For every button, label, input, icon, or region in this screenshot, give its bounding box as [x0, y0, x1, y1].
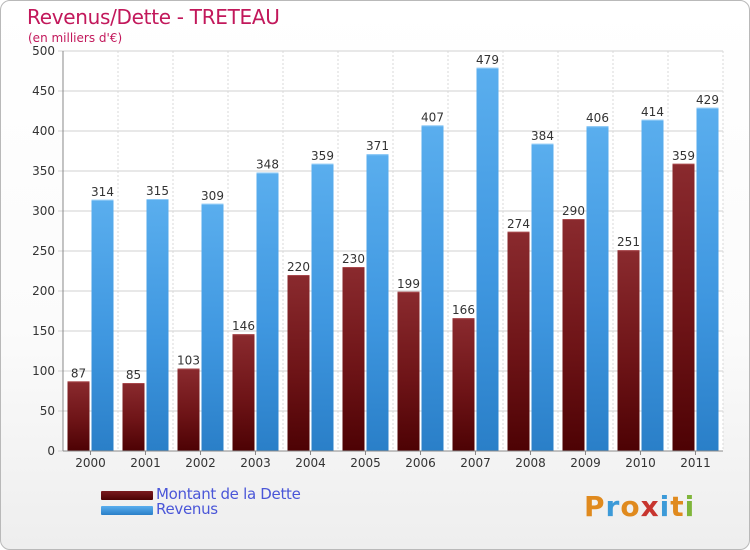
- revenue-bar-value-label: 315: [146, 184, 169, 198]
- revenue-bar-value-label: 371: [366, 139, 389, 153]
- revenue-bar-value-label: 359: [311, 149, 334, 163]
- logo-letter: r: [605, 490, 621, 523]
- revenue-bar-value-label: 407: [421, 110, 444, 124]
- revenue-bar: [366, 154, 389, 451]
- revenue-bar: [146, 199, 169, 451]
- x-tick-label: 2000: [75, 456, 106, 470]
- logo-letter: o: [620, 490, 641, 523]
- debt-bar: [507, 231, 530, 451]
- debt-bar: [287, 275, 310, 451]
- revenue-bar: [421, 125, 444, 452]
- y-tick-label: 200: [32, 284, 55, 298]
- debt-bar-value-label: 146: [232, 319, 255, 333]
- debt-bar-value-label: 359: [672, 149, 695, 163]
- debt-bar-value-label: 85: [126, 368, 141, 382]
- logo-letter: i: [684, 490, 696, 523]
- x-tick-label: 2005: [350, 456, 381, 470]
- debt-bar: [452, 318, 475, 451]
- y-tick-label: 500: [32, 44, 55, 58]
- debt-bar: [672, 163, 695, 452]
- y-tick-label: 350: [32, 164, 55, 178]
- revenue-bar: [311, 163, 334, 452]
- debt-bar: [177, 368, 200, 451]
- logo-letter: P: [584, 490, 606, 523]
- revenue-bar-value-label: 348: [256, 158, 279, 172]
- debt-bar-value-label: 166: [452, 303, 475, 317]
- debt-bar: [342, 267, 365, 451]
- legend-label-debt: Montant de la Dette: [156, 485, 301, 503]
- x-tick-label: 2008: [515, 456, 546, 470]
- chart-title: Revenus/Dette - TRETEAU: [27, 5, 280, 29]
- y-tick-label: 250: [32, 244, 55, 258]
- x-tick-label: 2006: [405, 456, 436, 470]
- revenue-bar-value-label: 479: [476, 53, 499, 67]
- y-tick-label: 100: [32, 364, 55, 378]
- legend-swatch-debt: [101, 491, 153, 500]
- debt-bar-value-label: 290: [562, 204, 585, 218]
- debt-bar: [67, 381, 90, 451]
- logo-letter: t: [670, 490, 685, 523]
- debt-bar-value-label: 220: [287, 260, 310, 274]
- x-tick-label: 2010: [625, 456, 656, 470]
- debt-bar: [397, 291, 420, 451]
- y-tick-label: 0: [47, 444, 55, 458]
- revenue-bar-value-label: 414: [641, 105, 664, 119]
- debt-bar: [562, 219, 585, 451]
- legend-label-revenue: Revenus: [156, 500, 218, 518]
- x-tick-label: 2004: [295, 456, 326, 470]
- revenue-bar-value-label: 384: [531, 129, 554, 143]
- y-tick-label: 450: [32, 84, 55, 98]
- revenue-bar: [531, 143, 554, 452]
- revenue-bar: [201, 203, 224, 451]
- debt-bar: [232, 334, 255, 451]
- revenue-bar-value-label: 429: [696, 93, 719, 107]
- proxiti-logo: Proxiti: [584, 490, 695, 523]
- debt-bar-value-label: 103: [177, 354, 200, 368]
- revenue-bar: [91, 199, 114, 451]
- logo-letter: x: [640, 490, 660, 523]
- debt-bar-value-label: 274: [507, 217, 530, 231]
- chart-subtitle: (en milliers d'€): [28, 31, 123, 45]
- debt-bar: [617, 250, 640, 451]
- debt-bar-value-label: 199: [397, 277, 420, 291]
- debt-bar-value-label: 87: [71, 366, 86, 380]
- y-tick-label: 400: [32, 124, 55, 138]
- revenue-bar: [641, 119, 664, 452]
- y-tick-label: 150: [32, 324, 55, 338]
- revenue-bar: [586, 126, 609, 451]
- y-tick-label: 50: [40, 404, 55, 418]
- revenue-bar-value-label: 309: [201, 189, 224, 203]
- revenue-bar: [256, 172, 279, 451]
- revenue-bar-value-label: 314: [91, 185, 114, 199]
- revenue-bar: [696, 107, 719, 452]
- y-tick-label: 300: [32, 204, 55, 218]
- x-tick-label: 2007: [460, 456, 491, 470]
- x-tick-label: 2003: [240, 456, 271, 470]
- x-tick-label: 2001: [130, 456, 161, 470]
- debt-bar-value-label: 230: [342, 252, 365, 266]
- legend-swatch-revenue: [101, 506, 153, 515]
- x-tick-label: 2011: [680, 456, 711, 470]
- debt-bar-value-label: 251: [617, 235, 640, 249]
- debt-bar: [122, 383, 145, 451]
- revenue-bar-value-label: 406: [586, 111, 609, 125]
- revenue-bar: [476, 67, 499, 452]
- logo-letter: i: [659, 490, 671, 523]
- x-tick-label: 2002: [185, 456, 216, 470]
- x-tick-label: 2009: [570, 456, 601, 470]
